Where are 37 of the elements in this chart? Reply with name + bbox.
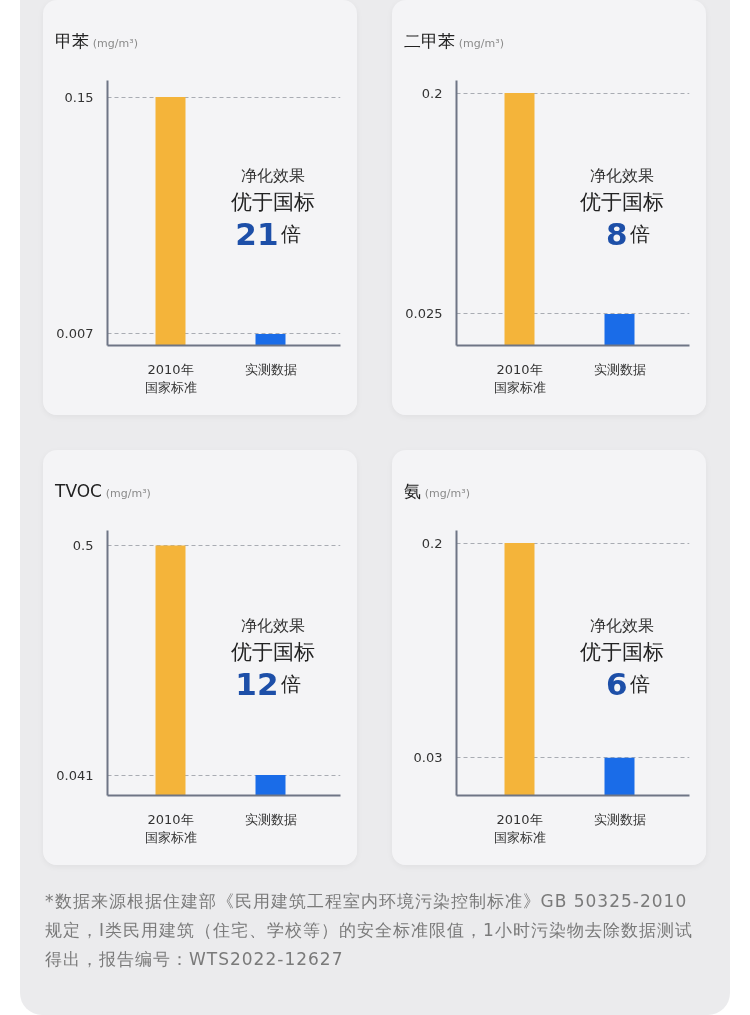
y-tick-label: 0.2 bbox=[421, 535, 443, 551]
x-tick-label: 实测数据 bbox=[244, 811, 297, 827]
chart-title: 二甲苯 bbox=[404, 31, 455, 51]
y-axis-title: (mg/m³) bbox=[458, 37, 504, 50]
annotation: 6倍 bbox=[605, 666, 650, 703]
y-tick-label: 0.041 bbox=[56, 767, 94, 783]
y-axis-title: (mg/m³) bbox=[105, 487, 151, 500]
annotation: 21倍 bbox=[235, 216, 301, 253]
annotation: 净化效果 bbox=[589, 166, 654, 186]
annotation: 优于国标 bbox=[230, 190, 315, 215]
annotation: 优于国标 bbox=[579, 190, 664, 215]
x-tick-label: 2010年国家标准 bbox=[493, 361, 546, 395]
annotation: 优于国标 bbox=[230, 640, 315, 665]
annotation: 8倍 bbox=[605, 216, 650, 253]
annotation: 净化效果 bbox=[589, 616, 654, 636]
chart-title: 甲苯 bbox=[55, 31, 89, 51]
annotation: 净化效果 bbox=[240, 166, 305, 186]
x-tick-label: 实测数据 bbox=[593, 811, 646, 827]
annotation: 12倍 bbox=[235, 666, 301, 703]
x-tick-label: 实测数据 bbox=[244, 361, 297, 377]
x-tick-label: 2010年国家标准 bbox=[144, 811, 197, 845]
annotation: 优于国标 bbox=[579, 640, 664, 665]
x-tick-label: 实测数据 bbox=[593, 361, 646, 377]
y-tick-label: 0.03 bbox=[413, 750, 443, 766]
y-tick-label: 0.15 bbox=[64, 89, 94, 105]
x-tick-label: 2010年国家标准 bbox=[144, 361, 197, 395]
chart-title: TVOC bbox=[55, 481, 102, 501]
y-tick-label: 0.2 bbox=[421, 85, 443, 101]
y-tick-label: 0.025 bbox=[405, 306, 443, 322]
chart-title: 氨 bbox=[404, 481, 421, 501]
y-axis-title: (mg/m³) bbox=[424, 487, 470, 500]
y-axis-title: (mg/m³) bbox=[92, 37, 138, 50]
y-tick-label: 0.007 bbox=[56, 326, 94, 342]
text: *数据来源根据住建部《民用建筑工程室内环境污染控制标准》GB 50325-2010 规定，I类民用建筑（住宅、学校等）的安全标准限值，1小时污染物去除数据测试得出，报告编号：WTS2022-12627 bbox=[44, 890, 694, 971]
x-tick-label: 2010年国家标准 bbox=[493, 811, 546, 845]
annotation: 净化效果 bbox=[240, 616, 305, 636]
y-tick-label: 0.5 bbox=[72, 538, 94, 553]
